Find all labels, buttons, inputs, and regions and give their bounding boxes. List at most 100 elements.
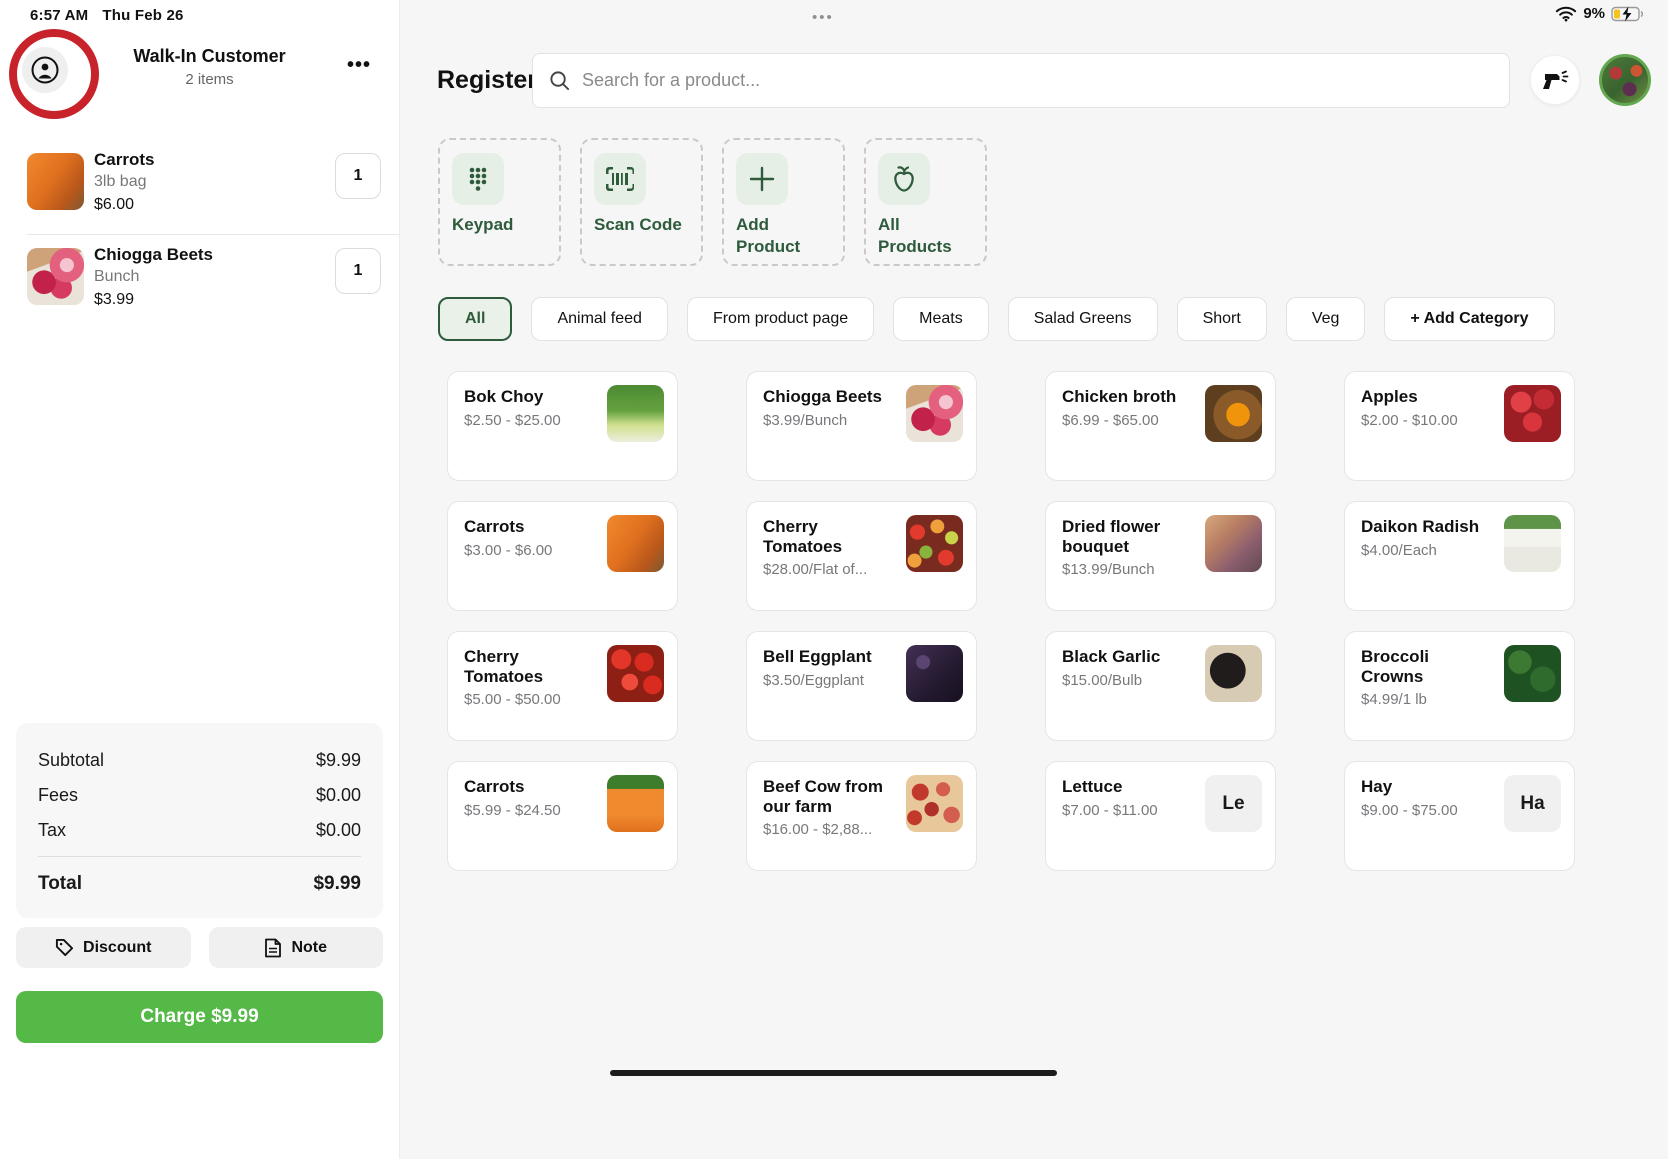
product-price: $9.00 - $75.00	[1361, 801, 1458, 819]
page-title: Register	[437, 66, 538, 94]
product-price: $2.50 - $25.00	[464, 411, 561, 429]
category-chip-meats[interactable]: Meats	[893, 297, 989, 341]
cart-item-name: Chiogga Beets	[94, 245, 214, 264]
cart-item-name: Carrots	[94, 150, 155, 169]
product-thumbnail	[607, 645, 664, 702]
totals-card: Subtotal $9.99 Fees $0.00 Tax $0.00 Tota…	[16, 723, 383, 918]
add-category-button[interactable]: + Add Category	[1384, 297, 1555, 341]
note-button[interactable]: Note	[208, 927, 383, 968]
product-price: $5.00 - $50.00	[464, 691, 561, 709]
product-card-broccoli-crowns[interactable]: Broccoli Crowns $4.99/1 lb	[1344, 631, 1575, 741]
product-thumbnail	[607, 515, 664, 572]
scan-code-label: Scan Code	[594, 215, 682, 234]
battery-charging-icon	[1611, 6, 1644, 22]
keypad-tile[interactable]: Keypad	[438, 138, 561, 266]
product-thumbnail	[1205, 515, 1262, 572]
profile-avatar[interactable]	[1599, 54, 1651, 106]
product-name: Chicken broth	[1062, 387, 1177, 406]
product-name: Hay	[1361, 777, 1393, 796]
category-chip-from-product-page[interactable]: From product page	[686, 297, 875, 341]
category-chip-all[interactable]: All	[438, 297, 513, 341]
product-price: $4.99/1 lb	[1361, 691, 1427, 709]
add-product-label: Add Product	[736, 215, 801, 257]
home-indicator-bar[interactable]	[610, 1070, 1057, 1076]
status-time-date: 6:57 AM Thu Feb 26	[30, 7, 184, 24]
tax-value: $0.00	[315, 820, 361, 840]
product-card-black-garlic[interactable]: Black Garlic $15.00/Bulb	[1045, 631, 1276, 741]
product-thumbnail	[906, 775, 963, 832]
apple-icon	[878, 153, 930, 205]
product-thumbnail-initials: Le	[1205, 775, 1262, 832]
total-value: $9.99	[313, 873, 361, 894]
product-card-cherry-tomatoes[interactable]: Cherry Tomatoes $5.00 - $50.00	[447, 631, 678, 741]
status-time: 6:57 AM	[30, 7, 89, 24]
product-search-bar[interactable]	[532, 53, 1510, 108]
discount-label: Discount	[83, 938, 152, 956]
category-chip-animal-feed[interactable]: Animal feed	[531, 297, 668, 341]
product-card-chiogga-beets[interactable]: Chiogga Beets $3.99/Bunch	[746, 371, 977, 481]
cart-item-quantity[interactable]: 1	[335, 248, 381, 294]
product-card-lettuce[interactable]: Lettuce $7.00 - $11.00 Le	[1045, 761, 1276, 871]
product-thumbnail	[906, 385, 963, 442]
customer-name: Walk-In Customer	[133, 46, 286, 66]
cart-more-button[interactable]: •••	[346, 54, 371, 76]
tag-icon	[55, 938, 74, 957]
cart-item-price: $3.99	[94, 291, 135, 308]
customer-avatar-button[interactable]	[22, 47, 68, 93]
category-chip-veg[interactable]: Veg	[1285, 297, 1366, 341]
cart-item-chiogga-beets[interactable]: Chiogga Beets Bunch $3.99 1	[0, 235, 399, 329]
cart-item-quantity[interactable]: 1	[335, 153, 381, 199]
product-name: Carrots	[464, 517, 525, 536]
product-card-carrots-2[interactable]: Carrots $5.99 - $24.50	[447, 761, 678, 871]
category-filter-bar: All Animal feed From product page Meats …	[438, 297, 1555, 341]
tax-label: Tax	[38, 820, 67, 840]
add-product-tile[interactable]: Add Product	[722, 138, 845, 266]
scanner-gun-button[interactable]	[1530, 55, 1580, 105]
fees-value: $0.00	[315, 785, 361, 805]
search-input[interactable]	[582, 70, 1493, 91]
cart-sidebar: Walk-In Customer 2 items ••• Carrots 3lb…	[0, 0, 399, 1159]
category-chip-salad-greens[interactable]: Salad Greens	[1007, 297, 1158, 341]
product-card-dried-flower-bouquet[interactable]: Dried flower bouquet $13.99/Bunch	[1045, 501, 1276, 611]
charge-button[interactable]: Charge $9.99	[16, 991, 383, 1043]
cart-item-price: $6.00	[94, 196, 135, 213]
product-thumbnail	[906, 645, 963, 702]
product-thumbnail	[607, 775, 664, 832]
product-name: Bok Choy	[464, 387, 544, 406]
product-card-cherry-tomatoes-flat[interactable]: Cherry Tomatoes $28.00/Flat of...	[746, 501, 977, 611]
product-name: Lettuce	[1062, 777, 1123, 796]
product-card-beef-cow[interactable]: Beef Cow from our farm $16.00 - $2,88...	[746, 761, 977, 871]
product-card-bell-eggplant[interactable]: Bell Eggplant $3.50/Eggplant	[746, 631, 977, 741]
product-thumbnail	[1504, 515, 1561, 572]
product-card-apples[interactable]: Apples $2.00 - $10.00	[1344, 371, 1575, 481]
product-card-chicken-broth[interactable]: Chicken broth $6.99 - $65.00	[1045, 371, 1276, 481]
divider	[38, 856, 361, 857]
product-price: $2.00 - $10.00	[1361, 411, 1458, 429]
product-name: Cherry Tomatoes	[464, 647, 544, 686]
cart-item-carrots[interactable]: Carrots 3lb bag $6.00 1	[0, 140, 399, 234]
plus-icon	[736, 153, 788, 205]
product-card-bok-choy[interactable]: Bok Choy $2.50 - $25.00	[447, 371, 678, 481]
product-thumbnail-initials: Ha	[1504, 775, 1561, 832]
product-card-daikon-radish[interactable]: Daikon Radish $4.00/Each	[1344, 501, 1575, 611]
product-card-hay[interactable]: Hay $9.00 - $75.00 Ha	[1344, 761, 1575, 871]
discount-button[interactable]: Discount	[16, 927, 191, 968]
product-name: Dried flower bouquet	[1062, 517, 1161, 556]
scan-code-tile[interactable]: Scan Code	[580, 138, 703, 266]
product-price: $5.99 - $24.50	[464, 801, 561, 819]
product-card-carrots[interactable]: Carrots $3.00 - $6.00	[447, 501, 678, 611]
barcode-scanner-icon	[1541, 66, 1569, 94]
barcode-icon	[594, 153, 646, 205]
all-products-tile[interactable]: All Products	[864, 138, 987, 266]
wifi-icon	[1555, 5, 1577, 22]
product-thumbnail	[1205, 385, 1262, 442]
category-chip-short[interactable]: Short	[1176, 297, 1267, 341]
note-icon	[264, 938, 282, 958]
status-bar: 6:57 AM Thu Feb 26 ••• 9%	[0, 0, 1668, 32]
total-row: Total $9.99	[38, 863, 361, 902]
product-price: $3.99/Bunch	[763, 411, 848, 429]
status-date: Thu Feb 26	[102, 7, 184, 24]
product-name: Carrots	[464, 777, 525, 796]
product-price: $3.50/Eggplant	[763, 671, 864, 689]
